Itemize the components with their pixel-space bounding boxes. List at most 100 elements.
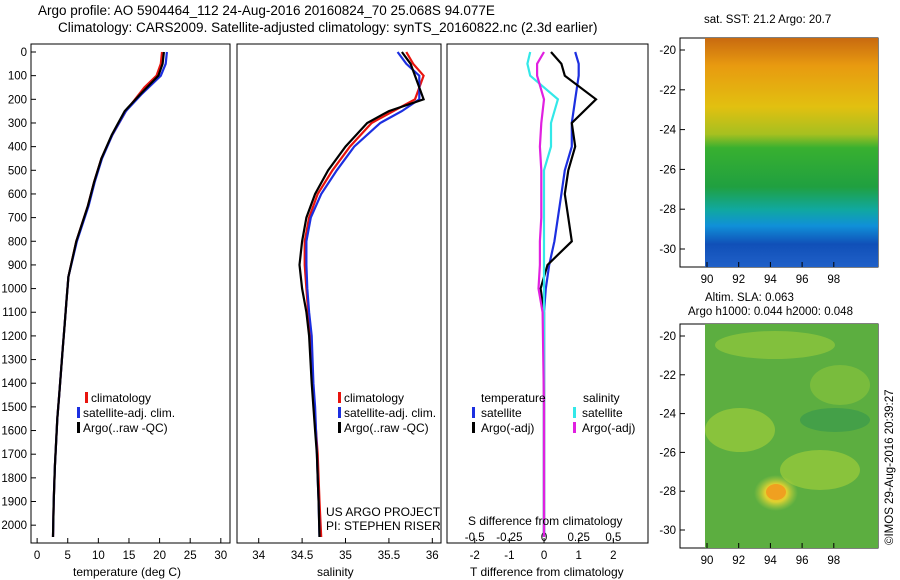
- legend-swatch-argo: [338, 422, 341, 433]
- lat-tick-label: -26: [659, 164, 676, 176]
- series-line: [51, 51, 168, 538]
- difference-frame: [446, 43, 649, 544]
- legend-swatch-argo: [77, 422, 80, 433]
- x-tick-label: 25: [184, 550, 197, 562]
- salinity-xlabel: salinity: [317, 565, 354, 579]
- sst-lon-ticks: 90 92 94 96 98: [701, 262, 840, 286]
- chart-title-line1: Argo profile: AO 5904464_112 24-Aug-2016…: [38, 3, 495, 18]
- depth-tick-label: 2000: [1, 520, 27, 532]
- depth-tick-label: 1800: [1, 473, 27, 485]
- depth-tick-label: 1500: [1, 402, 27, 414]
- legend-label-satellite: satellite-adj. clim.: [344, 406, 436, 420]
- s-tick-label: -0.25: [496, 532, 522, 544]
- depth-tick-label: 1700: [1, 449, 27, 461]
- legend-swatch-t-argo: [472, 422, 475, 433]
- depth-tick-label: 900: [8, 260, 27, 272]
- temperature-frame: [30, 43, 231, 544]
- legend-swatch-climatology: [338, 392, 341, 403]
- difference-panel: -2 -1 0 1 2 -0.5 -0.25 0 0.25 0.5 S difference fr…: [446, 43, 649, 579]
- sla-title-line2: Argo h1000: 0.044 h2000: 0.048: [688, 306, 853, 318]
- series-line: [51, 51, 165, 538]
- legend-label-t-satellite: satellite: [481, 406, 522, 420]
- s-difference-label: S difference from climatology: [468, 514, 623, 528]
- lon-tick-label: 92: [732, 555, 745, 567]
- lat-tick-label: -30: [659, 525, 676, 537]
- lat-tick-label: -28: [659, 486, 676, 498]
- sla-high-core: [766, 484, 786, 500]
- s-tick-label: 0: [541, 532, 547, 544]
- lat-tick-label: -22: [659, 370, 676, 382]
- lon-tick-label: 94: [764, 274, 777, 286]
- x-tick-label: 2: [610, 550, 616, 562]
- lat-tick-label: -30: [659, 244, 676, 256]
- depth-tick-label: 300: [8, 118, 27, 130]
- series-line: [51, 51, 164, 538]
- depth-tick-label: 1600: [1, 426, 27, 438]
- sla-lon-ticks: 90 92 94 96 98: [701, 543, 840, 567]
- depth-tick-label: 800: [8, 236, 27, 248]
- depth-tick-label: 500: [8, 165, 27, 177]
- temperature-legend: climatology satellite-adj. clim. Argo(..…: [77, 391, 175, 435]
- series-line: [305, 51, 421, 538]
- t-difference-label: T difference from climatology: [470, 565, 624, 579]
- legend-heading-temperature: temperature: [481, 391, 546, 405]
- legend-swatch-s-argo: [573, 422, 576, 433]
- legend-label-climatology: climatology: [91, 391, 151, 405]
- sst-map-title: sat. SST: 21.2 Argo: 20.7: [704, 14, 831, 26]
- x-tick-label: 0: [34, 550, 40, 562]
- sla-map: Altim. SLA: 0.063 Argo h1000: 0.044 h200…: [659, 292, 879, 567]
- temperature-x-ticks: 0 5 10 15 20 25 30: [34, 538, 227, 562]
- difference-legend: temperature satellite Argo(-adj) salinit…: [472, 391, 635, 435]
- sst-lat-ticks: -20 -22 -24 -26 -28 -30: [659, 45, 685, 256]
- x-tick-label: 0: [541, 550, 547, 562]
- legend-swatch-climatology: [85, 392, 88, 403]
- salinity-lines: [298, 51, 426, 538]
- lat-tick-label: -28: [659, 204, 676, 216]
- temperature-panel: 0100200300400500600700800900100011001200…: [1, 43, 231, 579]
- sla-patch: [780, 450, 860, 490]
- depth-tick-label: 700: [8, 213, 27, 225]
- depth-tick-label: 1900: [1, 497, 27, 509]
- sla-patch: [705, 408, 775, 452]
- lon-tick-label: 98: [827, 274, 840, 286]
- lon-tick-label: 96: [796, 274, 809, 286]
- salinity-frame: [236, 43, 442, 544]
- lon-tick-label: 96: [796, 555, 809, 567]
- lon-tick-label: 90: [701, 274, 714, 286]
- depth-tick-label: 1100: [2, 307, 27, 319]
- sla-title-line1: Altim. SLA: 0.063: [705, 292, 794, 304]
- chart-title-line2: Climatology: CARS2009. Satellite-adjuste…: [58, 20, 598, 35]
- legend-label-t-argo: Argo(-adj): [481, 421, 534, 435]
- lon-tick-label: 94: [764, 555, 777, 567]
- temperature-lines: [51, 51, 168, 538]
- salinity-legend: climatology satellite-adj. clim. Argo(..…: [338, 391, 436, 435]
- salinity-x-ticks: 34 34.5 35 35.5 36: [252, 538, 439, 562]
- lat-tick-label: -22: [659, 85, 676, 97]
- sst-map: sat. SST: 21.2 Argo: 20.7 -20-22-24-26-2…: [659, 14, 879, 286]
- sla-lat-ticks: -20 -22 -24 -26 -28 -30: [659, 331, 685, 537]
- s-tick-label: 0.5: [605, 532, 621, 544]
- lat-tick-label: -24: [659, 125, 676, 137]
- x-tick-label: -1: [504, 550, 514, 562]
- x-tick-label: 34: [252, 550, 265, 562]
- depth-tick-label: 400: [8, 142, 27, 154]
- lon-tick-label: 90: [701, 555, 714, 567]
- sla-patch: [715, 331, 835, 359]
- pi-label: PI: STEPHEN RISER: [326, 519, 441, 533]
- legend-label-argo: Argo(..raw -QC): [344, 421, 429, 435]
- series-line: [535, 51, 546, 537]
- legend-swatch-satellite: [77, 407, 80, 418]
- temperature-xlabel: temperature (deg C): [73, 565, 181, 579]
- depth-axis-ticks: 0 100 200 300 400 500 600 700 800 900 1000 1100 1200…: [1, 47, 36, 532]
- legend-swatch-satellite: [338, 407, 341, 418]
- depth-tick-label: 600: [8, 189, 27, 201]
- difference-lines: [526, 51, 598, 537]
- x-tick-label: 20: [153, 550, 166, 562]
- lon-tick-label: 92: [732, 274, 745, 286]
- legend-heading-salinity: salinity: [583, 391, 620, 405]
- legend-label-s-satellite: satellite: [582, 406, 623, 420]
- imos-timestamp: ©IMOS 29-Aug-2016 20:39:27: [884, 389, 896, 545]
- series-line: [539, 51, 598, 537]
- x-tick-label: 1: [575, 550, 581, 562]
